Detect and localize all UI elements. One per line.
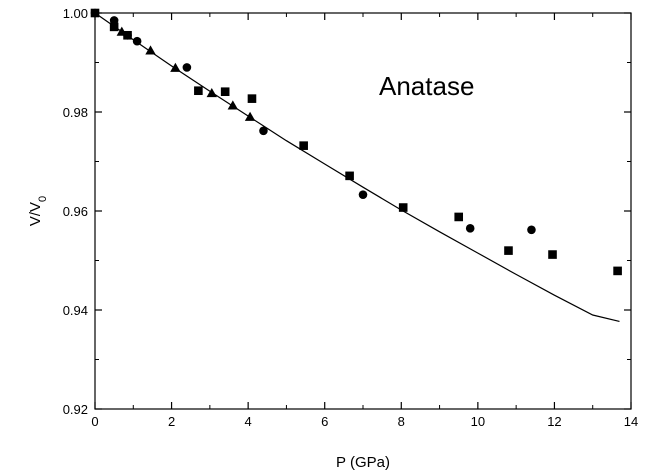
y-tick-label: 0.92 [63, 402, 88, 417]
data-point-triangle [145, 45, 156, 55]
data-point-square [220, 87, 230, 97]
data-point-square [90, 8, 100, 18]
data-point-square [504, 246, 513, 255]
y-axis-label: V/V0 [27, 196, 49, 226]
fit-curve [94, 12, 620, 322]
data-points [90, 8, 622, 276]
tick-labels: 0 2 4 6 8 10 12 14 0.92 0.94 0.96 0.98 1.00 [63, 6, 639, 429]
data-point-square [123, 30, 132, 40]
x-tick-label: 6 [321, 414, 328, 429]
y-tick-label: 0.96 [63, 204, 88, 219]
x-tick-label: 4 [245, 414, 252, 429]
data-point-circle [465, 224, 475, 233]
y-tick-label: 0.98 [63, 105, 88, 120]
data-point-square [247, 94, 257, 103]
data-point-circle [182, 63, 192, 72]
x-tick-label: 8 [398, 414, 405, 429]
data-point-square [398, 203, 408, 212]
y-axis-label-subscript: 0 [37, 196, 49, 202]
data-point-circle [527, 225, 536, 235]
annotation-label: Anatase [379, 71, 474, 101]
x-tick-label: 0 [91, 414, 98, 429]
y-tick-label: 0.94 [63, 303, 88, 318]
y-axis-label-main: V/V [27, 202, 44, 226]
data-point-square [194, 86, 203, 96]
x-tick-label: 10 [471, 414, 485, 429]
x-tick-label: 2 [168, 414, 175, 429]
data-point-triangle [227, 100, 239, 110]
data-point-square [299, 141, 308, 150]
data-point-triangle [244, 111, 256, 121]
plot-frame [94, 12, 632, 410]
data-point-square [454, 212, 464, 222]
x-tick-label: 14 [624, 414, 638, 429]
y-tick-label: 1.00 [63, 6, 88, 21]
data-point-circle [259, 126, 268, 136]
data-point-circle [358, 190, 368, 199]
axis-ticks [94, 12, 632, 410]
data-point-square [613, 266, 622, 276]
data-point-square [109, 22, 119, 32]
x-tick-label: 12 [547, 414, 561, 429]
x-axis-label: P (GPa) [336, 454, 390, 471]
data-point-triangle [206, 87, 217, 98]
data-point-circle [132, 36, 142, 46]
data-point-triangle [116, 26, 127, 36]
data-point-square [548, 250, 557, 259]
data-point-square [345, 171, 354, 181]
data-point-triangle [170, 62, 181, 72]
